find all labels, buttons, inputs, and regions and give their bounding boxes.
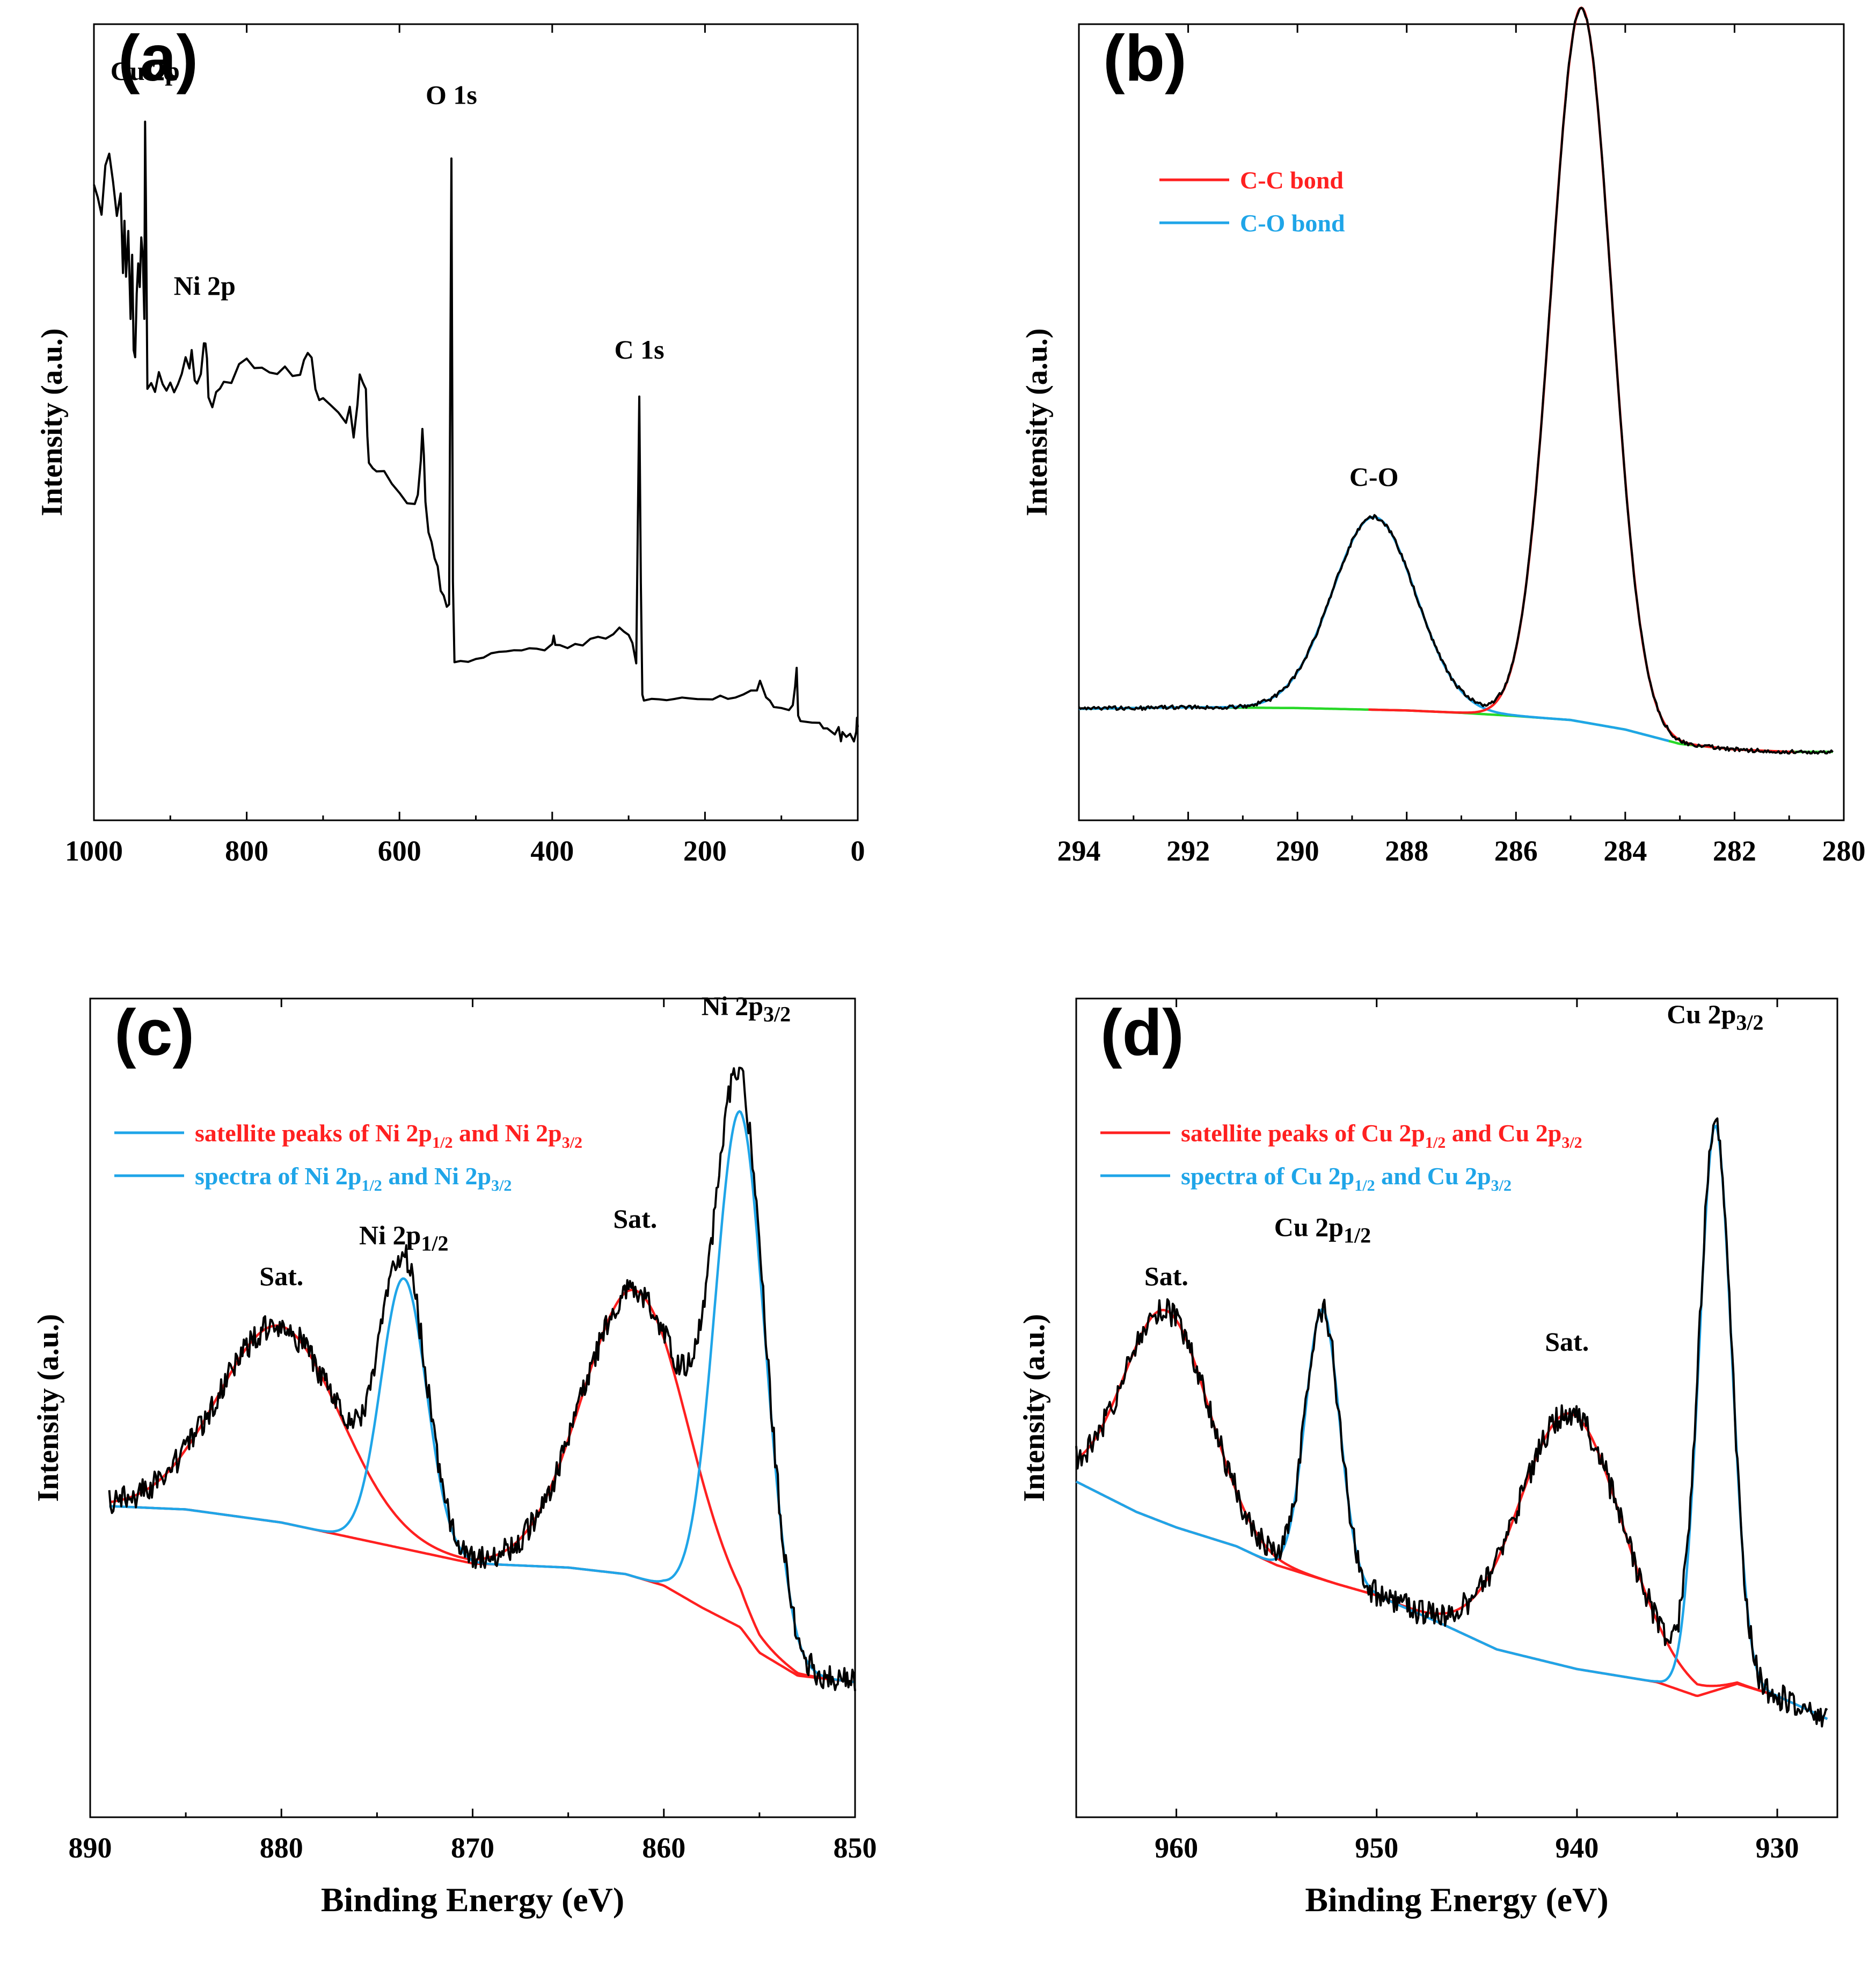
peak-label: Cu 2p1/2 [1274, 1212, 1371, 1247]
series-measured [1075, 1117, 1828, 1728]
peak-label: Sat. [259, 1261, 303, 1291]
legend: C-C bond C-O bond [1159, 166, 1345, 237]
x-tick-label: 284 [1603, 835, 1647, 867]
legend-label: spectra of Cu 2p1/2 and Cu 2p3/2 [1181, 1162, 1512, 1194]
x-tick-label: 294 [1057, 835, 1101, 867]
y-axis-label: Intensity (a.u.) [35, 328, 69, 516]
x-tick-label: 282 [1713, 835, 1756, 867]
curves [1078, 6, 1834, 755]
peak-label: Cu 2p [111, 56, 180, 86]
peak-label: C 1s [614, 334, 664, 365]
plot-frame [93, 23, 859, 821]
peak-label: Cu 2p3/2 [1667, 999, 1763, 1035]
x-tick-label: 600 [378, 835, 421, 867]
series-background [1078, 706, 1833, 753]
peak-label: C-O [1349, 462, 1399, 492]
x-tick-label: 288 [1385, 835, 1428, 867]
series-survey [93, 120, 859, 743]
peak-label: Sat. [1545, 1327, 1589, 1357]
x-tick-label: 850 [834, 1832, 877, 1864]
series-spectra [109, 1110, 856, 1684]
x-tick-label: 800 [225, 835, 268, 867]
x-tick-label: 400 [530, 835, 574, 867]
series-satellite-peaks [1075, 1308, 1828, 1721]
curves [93, 120, 859, 743]
x-axis: 1000 800 600 400 200 0 [65, 24, 865, 867]
legend: satellite peaks of Cu 2p1/2 and Cu 2p3/2… [1100, 1119, 1582, 1194]
x-tick-label: 290 [1276, 835, 1319, 867]
x-tick-label: 950 [1355, 1832, 1398, 1864]
panel-label: (b) [1103, 21, 1187, 94]
plot-frame [1075, 997, 1838, 1818]
peak-label: Ni 2p [174, 271, 236, 301]
x-tick-label: 890 [69, 1832, 112, 1864]
y-axis-label: Intensity (a.u.) [1018, 1314, 1051, 1502]
legend-label: C-O bond [1240, 209, 1345, 237]
x-tick-label: 0 [851, 835, 865, 867]
x-tick-label: 860 [642, 1832, 685, 1864]
x-axis: 890 880 870 860 850 [69, 999, 877, 1864]
legend: satellite peaks of Ni 2p1/2 and Ni 2p3/2… [114, 1119, 582, 1194]
peak-label: Ni 2p3/2 [702, 991, 791, 1026]
annotations: C 1sC-CC-O [1349, 462, 1399, 492]
annotations: Cu 2p Ni 2p O 1s C 1s [111, 56, 665, 365]
x-tick-label: 280 [1822, 835, 1866, 867]
x-tick-label: 292 [1166, 835, 1210, 867]
series-background [1076, 1480, 1828, 1721]
series-measured [108, 1066, 856, 1691]
x-axis: 960 950 940 930 [1075, 999, 1799, 1864]
x-tick-label: 200 [683, 835, 727, 867]
peak-label: Ni 2p1/2 [359, 1220, 448, 1256]
legend-label: spectra of Ni 2p1/2 and Ni 2p3/2 [195, 1162, 512, 1194]
x-tick-label: 870 [451, 1832, 494, 1864]
series-satellite-peaks [109, 1288, 856, 1684]
peak-label: Sat. [1144, 1261, 1188, 1291]
panel-b: 294 292 290 288 286 284 282 280 Intensity (a.u.)… [1020, 6, 1866, 867]
x-axis-label: Binding Energy (eV) [1305, 1881, 1608, 1919]
plot-frame [1078, 23, 1845, 821]
panel-c: 890 880 870 860 850 Intensity (a.u.) Binding E… [32, 991, 877, 1919]
annotations: Sat. Cu 2p1/2 Sat. Cu 2p3/2 [1144, 999, 1764, 1357]
x-tick-label: 940 [1555, 1832, 1598, 1864]
x-tick-label: 930 [1756, 1832, 1799, 1864]
series-measured [1078, 6, 1834, 755]
panel-d: 960 950 940 930 Intensity (a.u.) Binding Ener… [1018, 996, 1838, 1919]
legend-label: satellite peaks of Cu 2p1/2 and Cu 2p3/2 [1181, 1119, 1582, 1152]
legend-label: C-C bond [1240, 166, 1344, 194]
panel-a: 1000 800 600 400 200 0 Intensity (a.u.) (a)Cu 2… [35, 21, 865, 867]
legend-label: satellite peaks of Ni 2p1/2 and Ni 2p3/2 [195, 1119, 582, 1152]
panel-label: (c) [114, 996, 194, 1069]
x-tick-label: 1000 [65, 835, 123, 867]
panel-label: (a) [118, 21, 198, 94]
y-axis-label: Intensity (a.u.) [1020, 328, 1054, 516]
x-axis: 294 292 290 288 286 284 282 280 [1057, 24, 1866, 867]
x-tick-label: 880 [260, 1832, 303, 1864]
annotations: Sat. Ni 2p1/2 Sat. Ni 2p3/2 [259, 991, 791, 1291]
x-tick-label: 960 [1155, 1832, 1198, 1864]
series-spectra [1076, 1125, 1828, 1721]
y-axis-label: Intensity (a.u.) [32, 1314, 65, 1502]
peak-label: Sat. [613, 1204, 657, 1234]
panel-label: (d) [1100, 996, 1184, 1069]
x-axis-label: Binding Energy (eV) [321, 1881, 624, 1919]
x-tick-label: 286 [1494, 835, 1538, 867]
peak-label: O 1s [426, 79, 477, 110]
curves [1075, 1117, 1828, 1728]
curves [108, 1066, 856, 1691]
